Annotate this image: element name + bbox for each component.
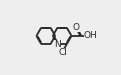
Text: O: O [73, 23, 80, 32]
Text: OH: OH [84, 31, 97, 40]
Text: Cl: Cl [59, 48, 68, 57]
Text: N: N [54, 40, 61, 50]
